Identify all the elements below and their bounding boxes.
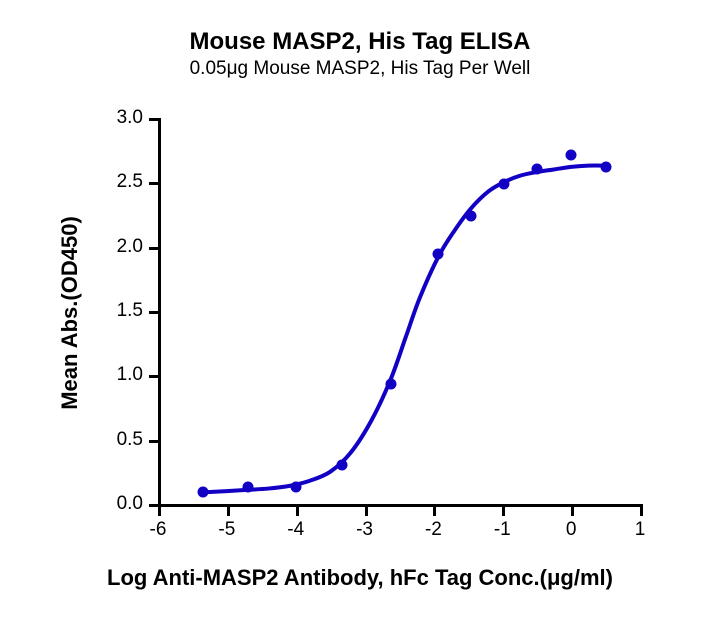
x-tick: [571, 504, 574, 516]
x-tick-label: -1: [477, 519, 527, 541]
y-tick: [149, 182, 158, 185]
data-point: [466, 210, 477, 221]
x-tick: [433, 504, 436, 516]
x-tick-label: -5: [202, 519, 252, 541]
y-tick: [149, 118, 158, 121]
x-tick-label: -3: [340, 519, 390, 541]
y-tick: [149, 504, 158, 507]
x-axis-label: Log Anti-MASP2 Antibody, hFc Tag Conc.(μ…: [0, 565, 720, 591]
x-tick: [227, 504, 230, 516]
x-tick: [365, 504, 368, 516]
x-tick: [296, 504, 299, 516]
elisa-chart: Mouse MASP2, His Tag ELISA 0.05μg Mouse …: [0, 0, 720, 634]
y-tick-label: 0.0: [93, 493, 143, 515]
data-point: [531, 164, 542, 175]
data-point: [290, 482, 301, 493]
x-tick-label: 1: [615, 519, 665, 541]
y-tick: [149, 440, 158, 443]
y-axis-label: Mean Abs.(OD450): [57, 203, 83, 423]
fit-curve: [158, 118, 640, 504]
data-point: [197, 487, 208, 498]
y-tick-label: 1.0: [93, 364, 143, 386]
x-tick-label: 0: [546, 519, 596, 541]
x-tick: [158, 504, 161, 516]
y-tick-label: 2.5: [93, 171, 143, 193]
y-tick: [149, 311, 158, 314]
data-point: [433, 249, 444, 260]
y-tick-label: 1.5: [93, 300, 143, 322]
x-tick-label: -6: [133, 519, 183, 541]
x-axis: [158, 504, 640, 507]
data-point: [566, 150, 577, 161]
x-tick: [640, 504, 643, 516]
y-tick-label: 3.0: [93, 107, 143, 129]
plot-area: 0.00.51.01.52.02.53.0-6-5-4-3-2-101: [158, 118, 640, 504]
y-tick-label: 0.5: [93, 429, 143, 451]
y-tick-label: 2.0: [93, 236, 143, 258]
chart-subtitle: 0.05μg Mouse MASP2, His Tag Per Well: [0, 58, 720, 80]
y-tick: [149, 247, 158, 250]
y-tick: [149, 375, 158, 378]
data-point: [242, 482, 253, 493]
x-tick-label: -4: [271, 519, 321, 541]
chart-title: Mouse MASP2, His Tag ELISA: [0, 28, 720, 56]
data-point: [498, 178, 509, 189]
x-tick: [502, 504, 505, 516]
data-point: [336, 460, 347, 471]
data-point: [600, 161, 611, 172]
x-tick-label: -2: [408, 519, 458, 541]
data-point: [385, 379, 396, 390]
